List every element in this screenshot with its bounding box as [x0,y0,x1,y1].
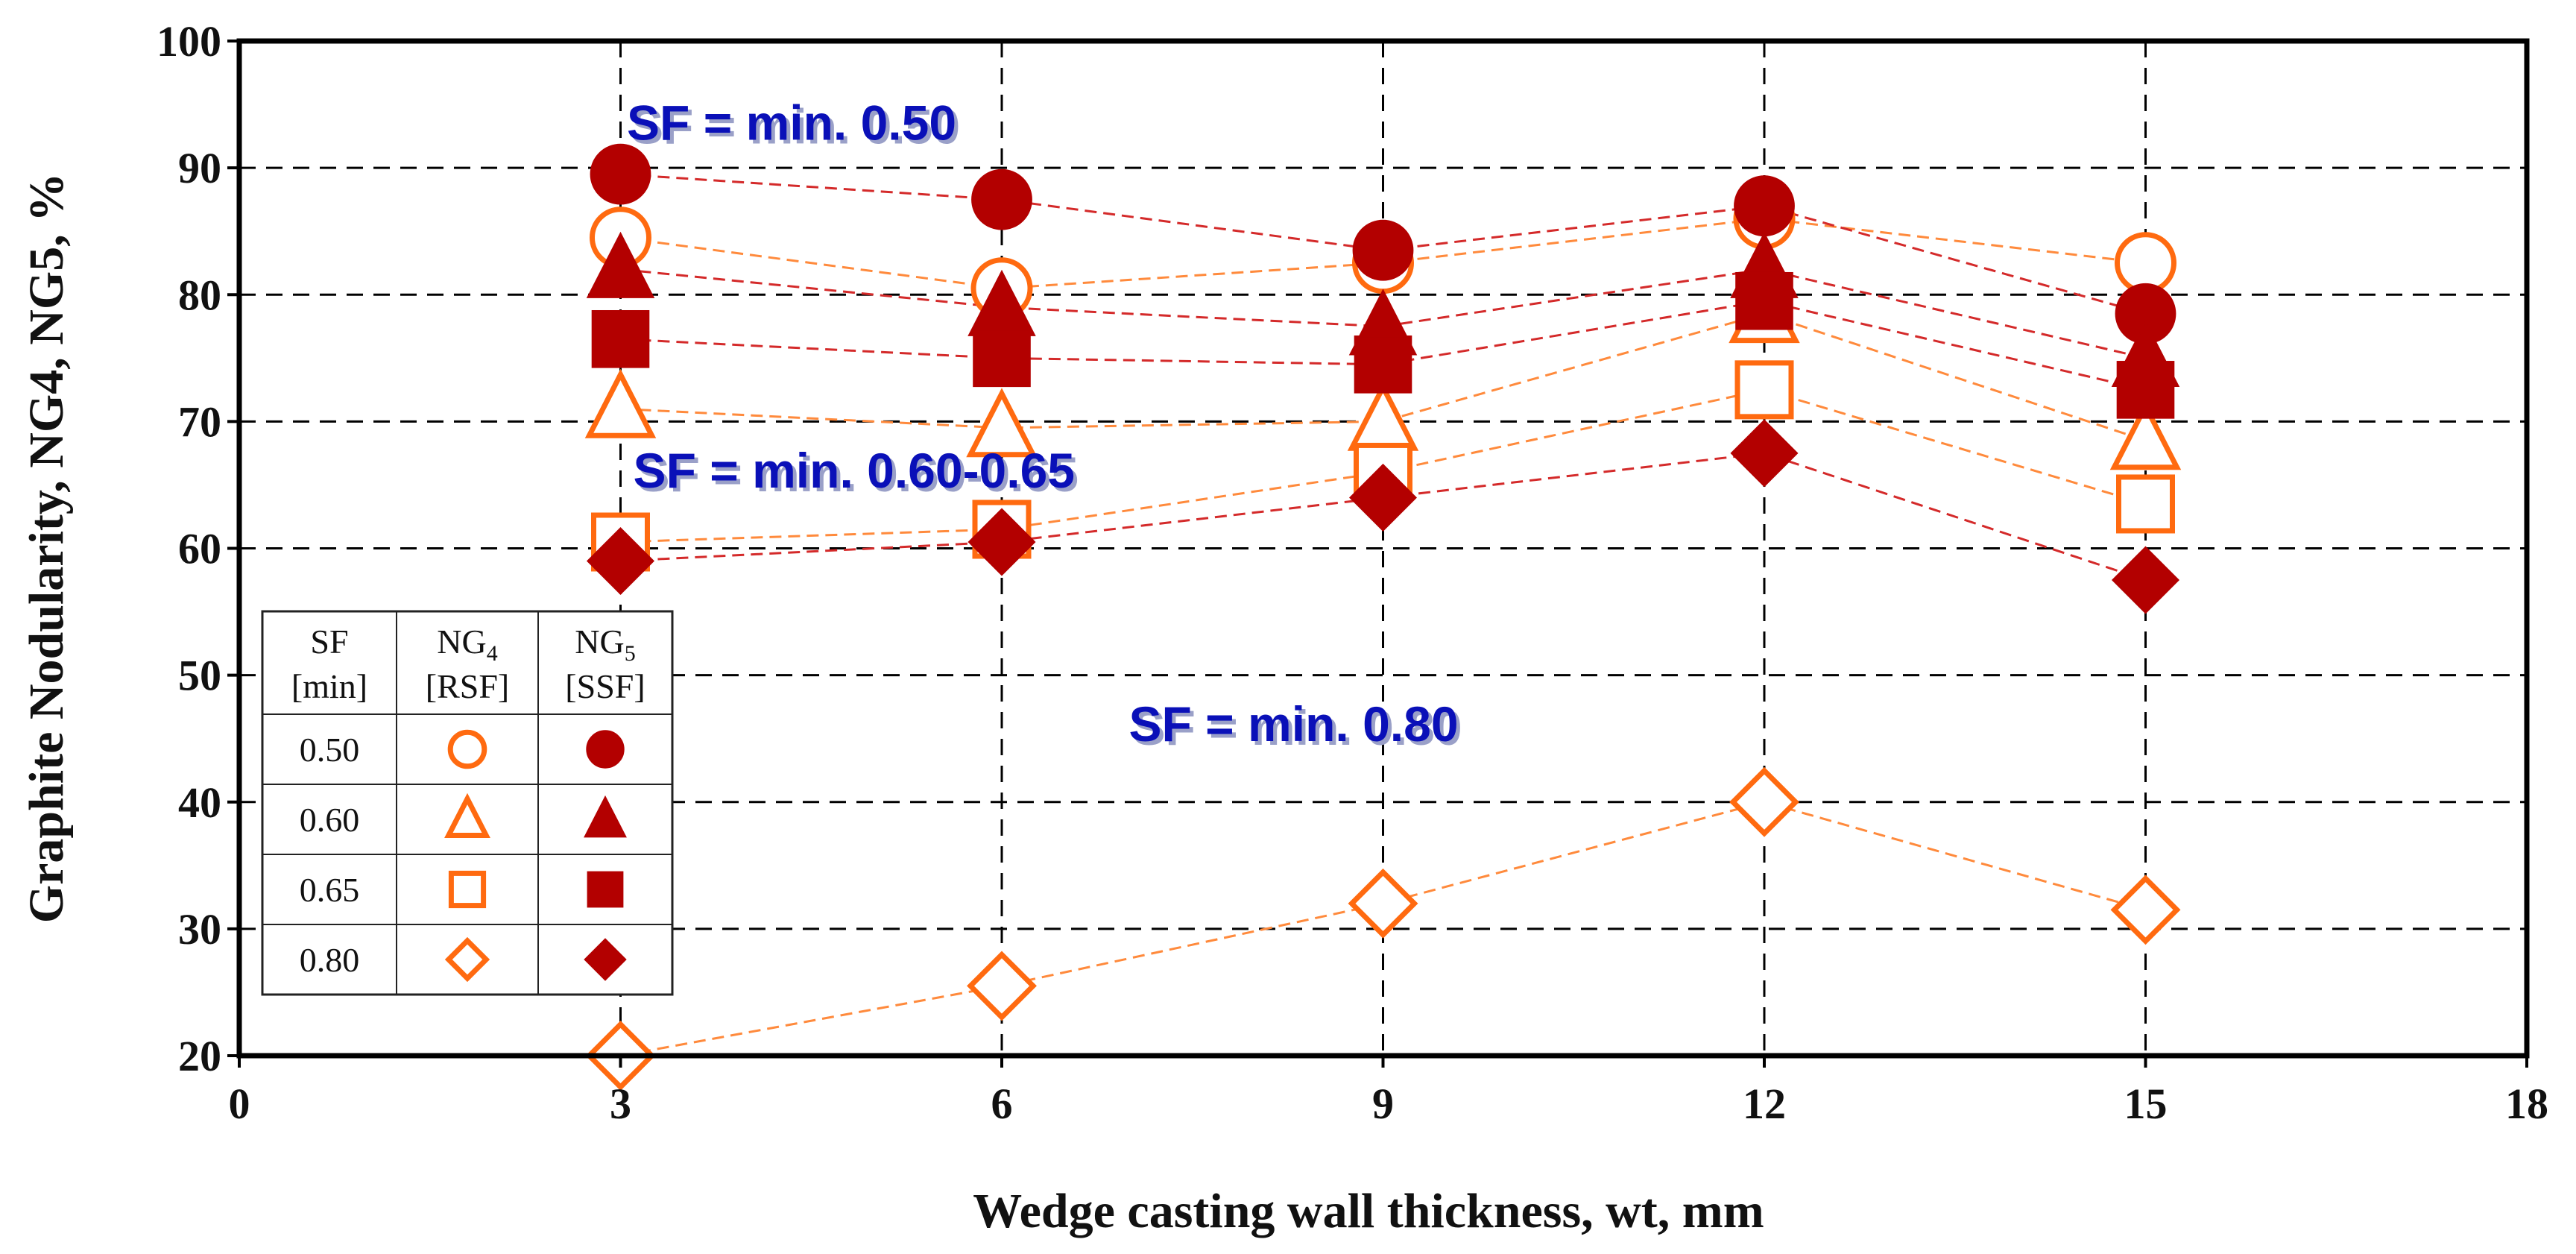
data-point-6-4 [2110,875,2181,945]
x-axis-title: Wedge casting wall thickness, wt, mm [973,1184,1764,1238]
x-tick-label: 12 [1743,1080,1786,1128]
legend-header-1: NG4 [437,623,497,666]
data-point-0-4 [2115,232,2176,294]
data-point-2-2 [1347,381,1419,451]
data-point-2-4 [2109,400,2182,470]
annotation-1: SF = min. 0.60-0.65 [634,443,1075,498]
data-point-1-0 [590,143,651,205]
data-point-7-4 [2111,546,2180,614]
y-tick-label: 90 [178,144,221,192]
legend-sf-3: 0.80 [300,941,360,979]
legend-marker-ssf-1 [584,795,627,838]
legend-marker-ssf-3 [584,938,627,981]
legend-marker-ssf-2 [587,871,624,908]
data-point-4-4 [2116,474,2175,534]
y-tick-label: 60 [178,525,221,573]
x-tick-label: 18 [2505,1080,2548,1128]
data-point-5-4 [2116,361,2175,419]
data-point-6-3 [1729,766,1799,837]
data-point-5-0 [591,309,650,368]
data-point-3-0 [586,231,655,298]
annotation-2: SF = min. 0.80 [1129,696,1459,752]
data-point-5-2 [1354,335,1412,394]
annotation-0: SF = min. 0.50 [627,95,956,151]
y-tick-label: 100 [157,17,221,66]
y-axis-title: Graphite Nodularity, NG4, NG5, % [19,173,74,924]
x-tick-label: 3 [610,1080,631,1128]
legend-header-0: SF [310,623,348,661]
legend-marker-rsf-0 [447,729,487,769]
data-point-7-3 [1730,419,1799,488]
y-tick-label: 80 [178,271,221,319]
data-point-2-0 [584,368,657,438]
annotation-shadow-0: SF = min. 0.50 [631,99,960,154]
data-point-7-2 [1348,463,1418,532]
data-point-2-1 [966,388,1038,458]
legend-marker-rsf-1 [444,793,490,839]
data-point-6-1 [967,951,1037,1021]
data-point-7-1 [967,508,1036,576]
y-tick-labels: 20 30 40 50 60 70 80 90 100 [157,17,239,1080]
legend-sf-1: 0.60 [300,801,360,839]
series-markers [584,143,2182,1091]
data-point-5-1 [973,329,1031,388]
data-point-5-3 [1735,271,1793,330]
data-point-1-1 [971,168,1032,230]
x-tick-labels: 0 3 6 9 12 15 18 [229,1056,2548,1128]
legend-sf-2: 0.65 [300,871,360,909]
legend-marker-rsf-3 [444,936,490,983]
y-tick-label: 30 [178,905,221,954]
legend-sf-0: 0.50 [300,731,360,769]
y-tick-label: 20 [178,1032,221,1080]
x-tick-label: 6 [991,1080,1013,1128]
annotation-shadow-1: SF = min. 0.60-0.65 [637,447,1079,502]
data-point-7-0 [586,526,655,596]
x-tick-label: 9 [1372,1080,1394,1128]
legend-header-sub-1: [RSF] [426,667,509,705]
series-line-2 [620,312,2146,442]
legend: SF[min]NG4[RSF]NG5[SSF]0.500.600.650.80 [261,610,674,996]
legend-marker-rsf-2 [448,870,487,909]
data-point-1-3 [1734,175,1795,237]
x-tick-label: 0 [229,1080,250,1128]
data-point-6-2 [1348,868,1418,939]
legend-header-sub-2: [SSF] [565,667,645,705]
legend-header-sub-0: [min] [291,667,367,705]
y-tick-label: 50 [178,652,221,700]
data-point-1-2 [1352,219,1414,281]
x-tick-label: 15 [2124,1080,2168,1128]
annotation-shadow-2: SF = min. 0.80 [1133,700,1462,755]
y-tick-label: 70 [178,397,221,446]
data-point-4-3 [1734,360,1794,420]
legend-marker-ssf-0 [586,730,625,769]
y-tick-label: 40 [178,778,221,827]
